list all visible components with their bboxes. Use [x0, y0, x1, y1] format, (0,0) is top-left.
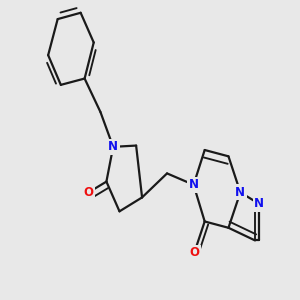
Text: N: N: [236, 186, 245, 199]
Text: O: O: [189, 246, 200, 259]
Text: N: N: [254, 197, 264, 210]
Text: N: N: [189, 178, 199, 191]
Text: N: N: [108, 140, 118, 153]
Text: O: O: [84, 186, 94, 199]
